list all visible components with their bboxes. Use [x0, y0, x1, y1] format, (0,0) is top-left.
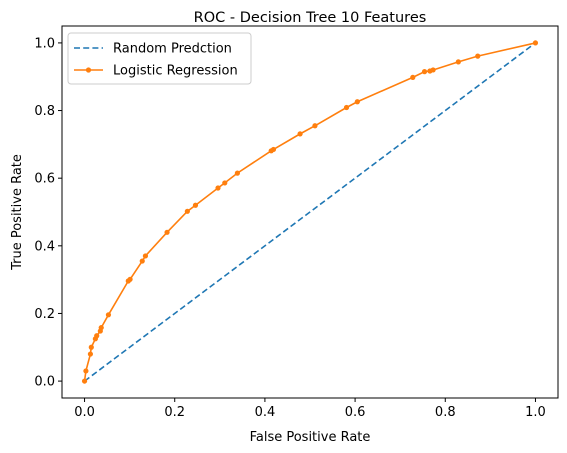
- data-point: [354, 99, 360, 105]
- y-tick-label: 0.2: [34, 307, 55, 322]
- y-axis: 0.0 0.2 0.4 0.6 0.8 1.0: [34, 36, 62, 390]
- x-axis: 0.0 0.2 0.4 0.6 0.8 1.0: [74, 398, 546, 420]
- data-point: [142, 253, 149, 259]
- legend-box: [67, 32, 252, 85]
- data-point: [127, 276, 133, 282]
- data-point: [312, 123, 318, 129]
- legend-label-2: Logistic Regression: [113, 64, 238, 79]
- series-line-1: [84, 42, 536, 382]
- x-tick-label: 0.4: [255, 405, 276, 420]
- x-tick-label: 0.0: [74, 405, 95, 420]
- data-point: [455, 59, 461, 65]
- data-point: [164, 229, 170, 235]
- y-tick-label: 0.0: [34, 375, 55, 390]
- data-point: [297, 131, 303, 137]
- data-point: [234, 170, 240, 176]
- data-point: [98, 325, 104, 331]
- data-point: [184, 208, 190, 214]
- data-point: [410, 74, 416, 80]
- legend-marker: [85, 67, 92, 73]
- y-tick-label: 0.8: [34, 104, 55, 119]
- data-point: [270, 146, 277, 153]
- legend-label-1: Random Predction: [113, 42, 232, 57]
- x-tick-label: 0.6: [345, 405, 366, 420]
- data-point: [532, 40, 539, 46]
- data-point: [139, 258, 145, 264]
- y-tick-label: 1.0: [34, 36, 55, 51]
- data-point: [475, 53, 481, 59]
- y-tick-label: 0.4: [34, 239, 55, 254]
- plot-area: [81, 40, 539, 384]
- data-point: [192, 202, 199, 208]
- x-axis-label: False Positive Rate: [250, 430, 371, 445]
- chart-title: ROC - Decision Tree 10 Features: [194, 10, 427, 26]
- data-point: [81, 378, 88, 384]
- legend: Random Predction Logistic Regression: [67, 32, 252, 85]
- data-point: [105, 312, 112, 318]
- y-tick-label: 0.6: [34, 172, 55, 187]
- data-point: [83, 368, 89, 374]
- data-point: [94, 333, 100, 339]
- data-point: [215, 185, 221, 191]
- data-point: [88, 344, 94, 350]
- data-point: [421, 69, 428, 75]
- plot-frame: [61, 25, 559, 399]
- data-point: [430, 67, 436, 73]
- x-tick-label: 1.0: [525, 405, 546, 420]
- x-tick-label: 0.2: [164, 405, 185, 420]
- x-tick-label: 0.8: [435, 405, 456, 420]
- data-point: [87, 351, 94, 357]
- data-point: [222, 180, 228, 186]
- data-point: [343, 104, 350, 111]
- y-axis-label: True Positive Rate: [10, 154, 25, 271]
